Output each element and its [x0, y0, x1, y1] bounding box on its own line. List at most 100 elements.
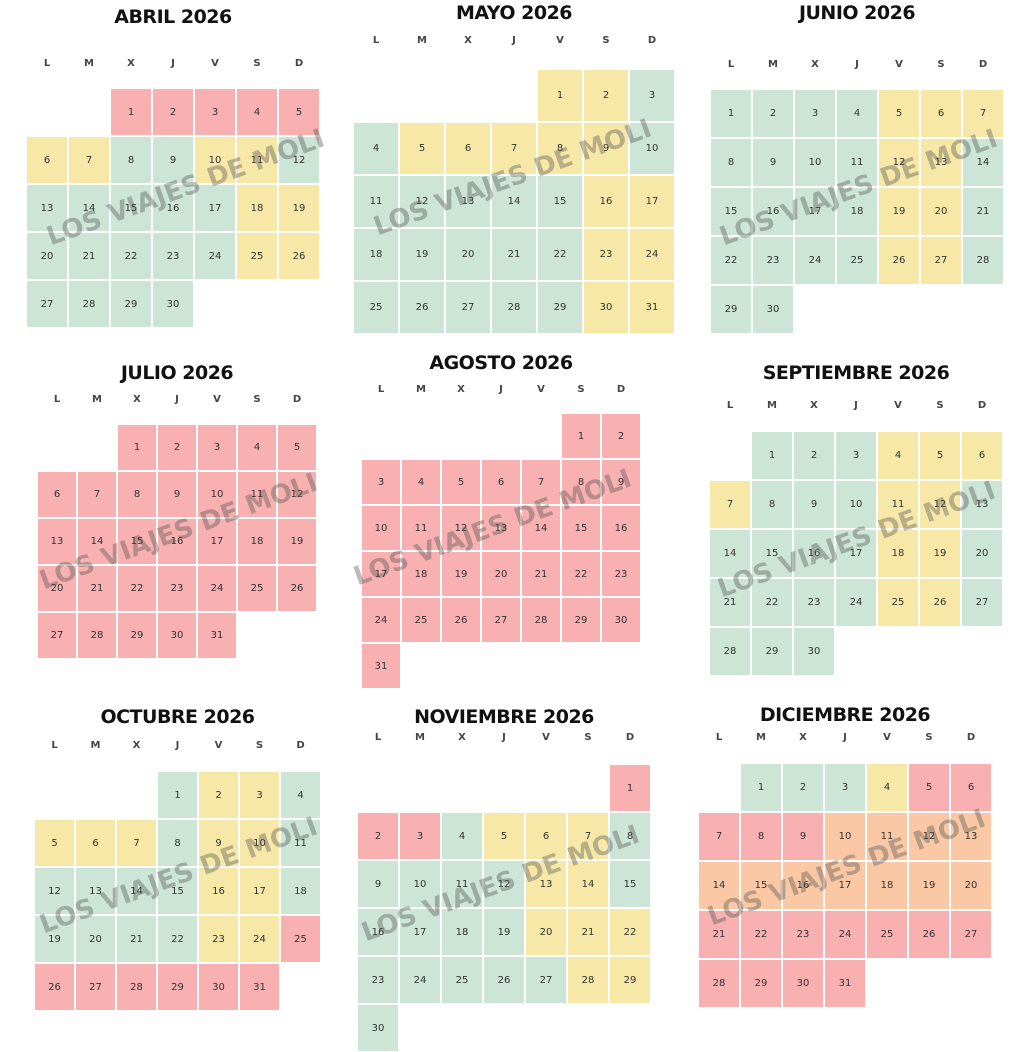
- day-cell: 17: [194, 184, 236, 232]
- day-cell: 11: [441, 860, 483, 908]
- weekday-header: D: [966, 732, 976, 743]
- day-cell: 15: [110, 184, 152, 232]
- day-cell: 7: [521, 459, 561, 505]
- weekday-header: J: [854, 400, 858, 411]
- day-cell: 24: [824, 910, 866, 959]
- day-cell: 18: [441, 908, 483, 956]
- day-cell: 29: [117, 612, 157, 659]
- day-cell: 8: [609, 812, 651, 860]
- weekday-header: V: [542, 732, 550, 743]
- day-cell: 4: [866, 763, 908, 812]
- day-cell: 3: [197, 424, 237, 471]
- day-cell: 11: [280, 819, 321, 867]
- weekday-header: V: [213, 394, 221, 405]
- day-cell: 23: [357, 956, 399, 1004]
- day-cell: 26: [399, 281, 445, 334]
- weekday-header: L: [51, 740, 58, 751]
- day-cell: 18: [866, 861, 908, 910]
- weekday-header: S: [577, 384, 585, 395]
- day-cell: 28: [68, 280, 110, 328]
- day-cell: 3: [835, 431, 877, 480]
- day-cell: 7: [77, 471, 117, 518]
- day-cell: 18: [280, 867, 321, 915]
- day-cell: 19: [919, 529, 961, 578]
- day-cell: 7: [698, 812, 740, 861]
- day-cell: 25: [237, 565, 277, 612]
- day-cell: 11: [866, 812, 908, 861]
- month-title: JUNIO 2026: [798, 2, 916, 24]
- weekday-header: S: [602, 35, 610, 46]
- day-cell: 28: [567, 956, 609, 1004]
- day-cell: 26: [278, 232, 320, 280]
- day-cell: 16: [152, 184, 194, 232]
- day-cell: 25: [441, 956, 483, 1004]
- day-cell: 22: [751, 578, 793, 627]
- day-cell: 17: [197, 518, 237, 565]
- day-cell: 26: [483, 956, 525, 1004]
- day-cell: 2: [357, 812, 399, 860]
- day-cell: 4: [237, 424, 277, 471]
- day-cell: 18: [236, 184, 278, 232]
- day-cell: 8: [740, 812, 782, 861]
- weekday-header: S: [584, 732, 592, 743]
- day-cell: 28: [521, 597, 561, 643]
- day-cell: 30: [601, 597, 641, 643]
- day-cell: 14: [521, 505, 561, 551]
- weekday-header: D: [294, 58, 304, 69]
- day-cell: 11: [877, 480, 919, 529]
- weekday-header: J: [855, 59, 859, 70]
- weekday-header: X: [457, 384, 465, 395]
- day-cell: 31: [824, 959, 866, 1008]
- day-cell: 18: [877, 529, 919, 578]
- weekday-header: L: [53, 394, 61, 405]
- day-cell: 16: [157, 518, 197, 565]
- day-cell: 22: [110, 232, 152, 280]
- day-cell: 23: [152, 232, 194, 280]
- day-cell: 7: [68, 136, 110, 184]
- day-cell: 19: [441, 551, 481, 597]
- weekday-header: X: [464, 35, 472, 46]
- day-cell: 17: [629, 175, 675, 228]
- day-cell: 20: [445, 228, 491, 281]
- weekday-header: J: [499, 384, 503, 395]
- day-cell: 12: [878, 138, 920, 187]
- day-cell: 9: [583, 122, 629, 175]
- day-cell: 31: [361, 643, 401, 689]
- day-cell: 30: [198, 963, 239, 1011]
- day-cell: 29: [110, 280, 152, 328]
- day-cell: 9: [152, 136, 194, 184]
- day-cell: 28: [491, 281, 537, 334]
- day-cell: 29: [740, 959, 782, 1008]
- day-cell: 26: [441, 597, 481, 643]
- day-cell: 14: [77, 518, 117, 565]
- weekday-header: J: [843, 732, 847, 743]
- day-cell: 13: [961, 480, 1003, 529]
- weekday-header: M: [417, 35, 427, 46]
- day-cell: 10: [239, 819, 280, 867]
- weekday-header: X: [132, 740, 141, 751]
- day-cell: 26: [908, 910, 950, 959]
- day-cell: 29: [751, 627, 793, 676]
- day-cell: 30: [793, 627, 835, 676]
- day-cell: 31: [197, 612, 237, 659]
- month-junio: JUNIO 2026 L M X J V S D 1 2 3 4 5 6 7 8 9 10 11 12 13 14 15 16…: [710, 0, 1004, 1024]
- day-cell: 6: [75, 819, 116, 867]
- month-diciembre: DICIEMBRE 2026 L M X J V S D 1 2 3 4 5 6 7 8 9 10 11 12 13 14…: [698, 0, 992, 1024]
- day-cell: 7: [491, 122, 537, 175]
- day-cell: 12: [277, 471, 317, 518]
- weekday-header: D: [616, 384, 626, 395]
- day-cell: 27: [75, 963, 116, 1011]
- day-cell: 9: [782, 812, 824, 861]
- weekday-header: D: [978, 59, 988, 70]
- weekday-header: V: [537, 384, 545, 395]
- day-cell: 12: [34, 867, 75, 915]
- day-cell: 3: [399, 812, 441, 860]
- day-cell: 28: [116, 963, 157, 1011]
- day-cell: 2: [198, 771, 239, 819]
- weekday-header: V: [556, 35, 564, 46]
- day-cell: 30: [583, 281, 629, 334]
- day-cell: 6: [920, 89, 962, 138]
- day-cell: 20: [920, 187, 962, 236]
- month-title: SEPTIEMBRE 2026: [762, 362, 950, 384]
- day-cell: 1: [740, 763, 782, 812]
